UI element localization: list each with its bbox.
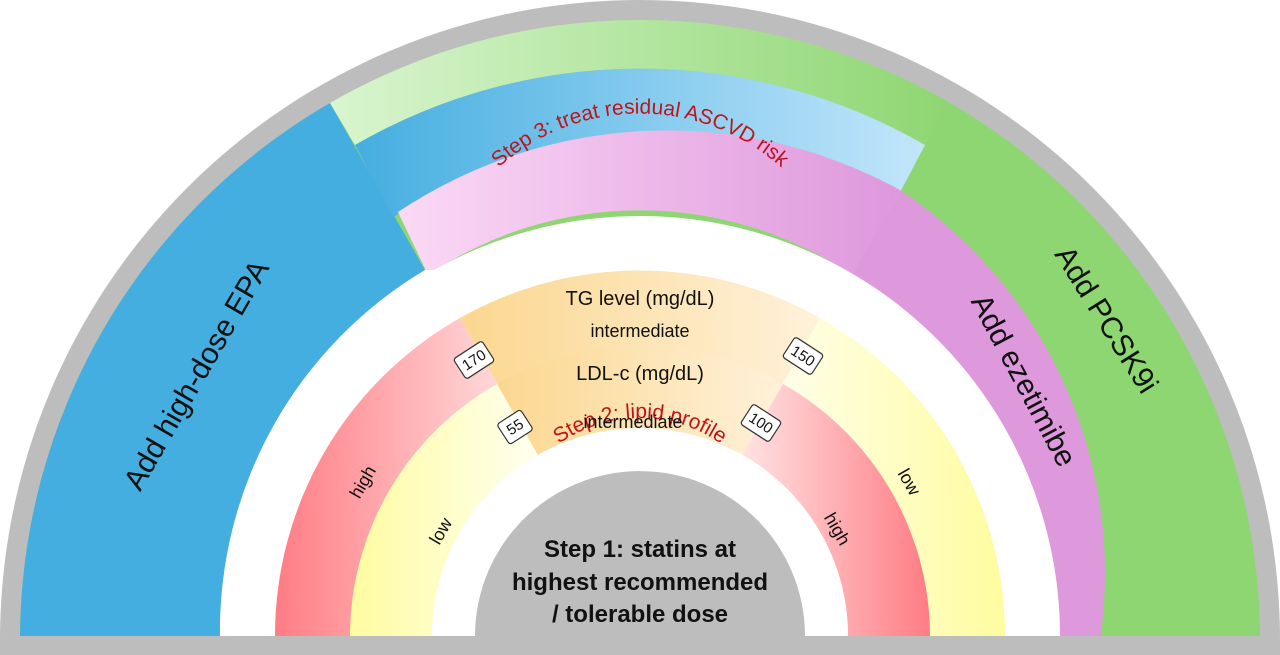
ldl-low-sector bbox=[350, 384, 538, 636]
tg-intermediate-label: intermediate bbox=[590, 321, 689, 341]
core-line-2: highest recommended bbox=[512, 569, 768, 596]
core-line-1: Step 1: statins at bbox=[544, 536, 736, 563]
tg-title: TG level (mg/dL) bbox=[566, 288, 715, 310]
ezetimibe-band bbox=[398, 130, 900, 275]
ldl-title: LDL-c (mg/dL) bbox=[576, 363, 704, 385]
ldl-high-sector bbox=[742, 384, 930, 636]
ldl-intermediate-sector bbox=[497, 346, 783, 455]
ldl-intermediate-label: intermediate bbox=[583, 412, 682, 432]
core-line-3: / tolerable dose bbox=[552, 601, 728, 628]
pcsk9i-band bbox=[330, 19, 950, 145]
core-semicircle bbox=[475, 471, 805, 636]
ldl-threshold-left-tag: 55 bbox=[497, 409, 533, 445]
epa-ring bbox=[19, 103, 425, 640]
svg-text:55: 55 bbox=[504, 416, 527, 439]
